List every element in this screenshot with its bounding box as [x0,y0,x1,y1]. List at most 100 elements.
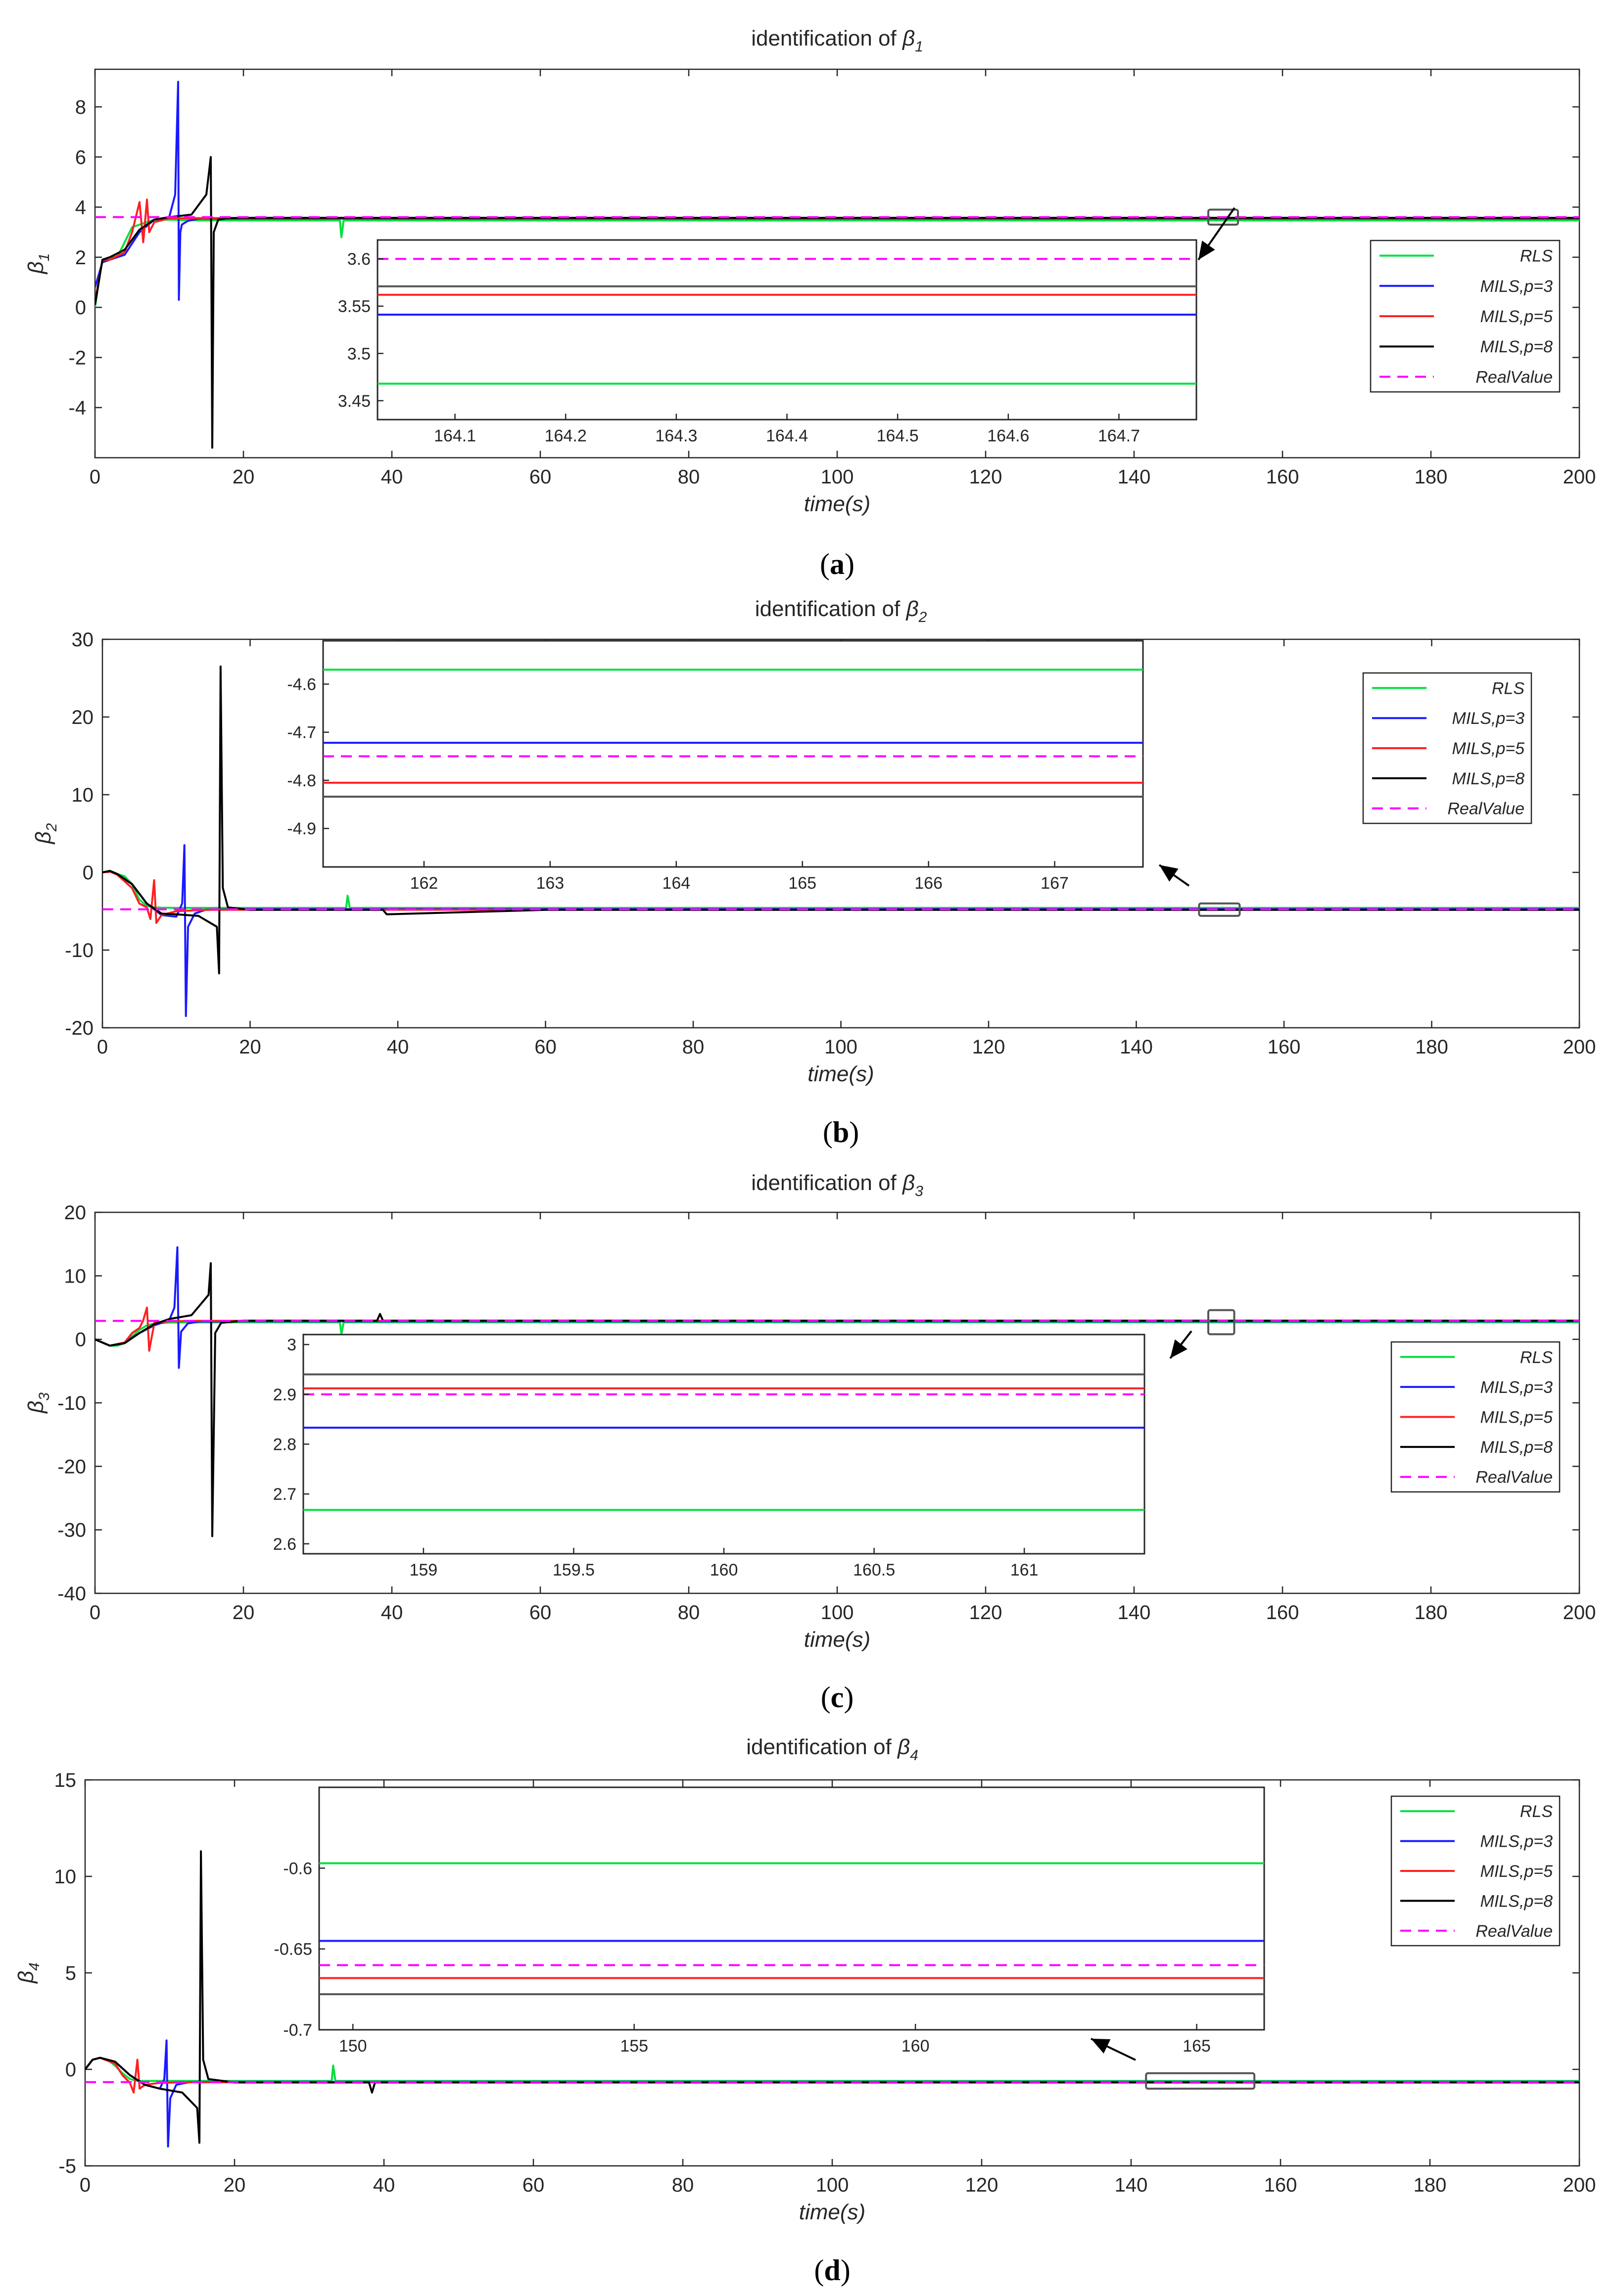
y-axis-label: β4 [14,1962,43,1984]
x-tick-label: 140 [1115,2174,1148,2196]
x-tick-label: 80 [678,466,700,488]
legend-label-mils-p-5: MILS,p=5 [1452,739,1525,758]
zoom-arrow-head [1091,2039,1111,2054]
y-tick-label: 10 [72,784,94,806]
legend-label-mils-p-5: MILS,p=5 [1480,307,1553,326]
inset-y-tick-label: 3.55 [338,297,371,316]
x-tick-label: 20 [233,1602,255,1624]
x-tick-label: 160 [1266,1602,1299,1624]
zoom-region-box [1207,1309,1235,1336]
y-tick-label: 10 [64,1265,87,1287]
legend-label-rls: RLS [1492,679,1524,698]
x-tick-label: 60 [529,1602,552,1624]
x-tick-label: 20 [239,1036,261,1058]
y-tick-label: 10 [54,1866,77,1888]
x-tick-label: 180 [1415,466,1448,488]
inset-plot-area [377,239,1197,421]
x-tick-label: 120 [965,2174,998,2196]
legend-label-rls: RLS [1520,1348,1553,1367]
inset-x-tick-label: 161 [1010,1561,1039,1579]
y-tick-label: -40 [57,1583,86,1605]
zoom-arrow-head [1198,240,1215,260]
y-tick-label: 20 [72,707,94,728]
inset-x-tick-label: 150 [339,2037,367,2056]
legend-label-mils-p-3: MILS,p=3 [1480,1832,1553,1851]
panel-a: identification of β10 20 40 60 80 100 120 140 16… [24,26,1596,580]
x-tick-label: 100 [824,1036,857,1058]
series-line-rls [102,869,1579,909]
x-tick-label: 160 [1268,1036,1301,1058]
inset-x-tick-label: 160 [710,1561,738,1579]
x-tick-label: 0 [90,1602,100,1624]
legend-label-realvalue: RealValue [1475,1922,1553,1941]
x-tick-label: 100 [821,466,854,488]
legend-label-mils-p-5: MILS,p=5 [1480,1408,1553,1427]
x-tick-label: 60 [522,2174,545,2196]
legend-label-mils-p-8: MILS,p=8 [1480,1438,1553,1457]
y-tick-label: 8 [75,96,86,118]
x-tick-label: 80 [682,1036,705,1058]
y-tick-label: 20 [64,1202,87,1224]
inset-x-tick-label: 167 [1041,874,1069,893]
x-tick-label: 60 [529,466,552,488]
inset-x-tick-label: 164.1 [434,427,476,445]
legend-label-realvalue: RealValue [1447,800,1524,818]
inset-y-tick-label: -0.65 [274,1940,313,1959]
y-tick-label: 15 [54,1770,77,1791]
x-tick-label: 120 [969,466,1002,488]
series-line-rls [95,1321,1579,1347]
chart-title: identification of β3 [751,1171,923,1199]
legend-label-mils-p-5: MILS,p=5 [1480,1862,1553,1881]
panel-d: identification of β40 20 40 60 80 100 120 140 16… [14,1735,1596,2287]
inset-y-tick-label: -0.7 [283,2021,312,2040]
y-tick-label: 2 [75,247,86,269]
x-tick-label: 20 [233,466,255,488]
inset-x-tick-label: 164.4 [766,427,808,445]
x-tick-label: 140 [1120,1036,1153,1058]
panel-caption: (a) [820,548,855,580]
inset-x-tick-label: 163 [536,874,564,893]
y-axis-label: β3 [24,1392,52,1414]
inset-x-tick-label: 159 [409,1561,437,1579]
inset-x-tick-label: 162 [410,874,438,893]
y-tick-label: 0 [75,1329,86,1351]
panel-caption: (d) [814,2254,850,2287]
zoom-arrow-head [1159,865,1179,882]
y-tick-label: -10 [57,1392,86,1414]
x-tick-label: 100 [816,2174,849,2196]
x-tick-label: 140 [1118,466,1151,488]
inset-x-tick-label: 164.5 [877,427,919,445]
y-tick-label: 30 [72,629,94,651]
inset-x-tick-label: 160 [902,2037,930,2056]
y-tick-label: 0 [65,2059,76,2081]
legend-label-realvalue: RealValue [1475,1468,1553,1487]
inset-y-tick-label: 3.45 [338,392,371,411]
panel-caption: (c) [821,1681,854,1714]
inset-x-tick-label: 159.5 [553,1561,595,1579]
y-tick-label: -5 [58,2155,76,2177]
x-tick-label: 0 [90,466,100,488]
inset-x-tick-label: 165 [1183,2037,1211,2056]
x-tick-label: 180 [1414,2174,1447,2196]
x-axis-label: time(s) [804,1627,870,1652]
inset-x-tick-label: 164 [662,874,690,893]
inset-x-tick-label: 164.7 [1098,427,1140,445]
series-line-mils-p-8 [102,665,1579,975]
y-tick-label: -30 [57,1520,86,1541]
x-tick-label: 160 [1266,466,1299,488]
legend-label-mils-p-3: MILS,p=3 [1480,277,1553,296]
inset-y-tick-label: 3.6 [347,250,371,269]
y-axis-label: β1 [24,253,52,275]
inset-y-tick-label: 2.9 [273,1386,296,1404]
legend-label-rls: RLS [1520,247,1553,266]
inset-x-tick-label: 164.2 [545,427,587,445]
inset-x-tick-label: 155 [620,2037,648,2056]
inset-y-tick-label: 3 [287,1336,296,1354]
x-tick-label: 0 [80,2174,91,2196]
x-axis-label: time(s) [799,2200,865,2224]
zoom-arrow-head [1170,1339,1188,1358]
legend-label-mils-p-8: MILS,p=8 [1480,1892,1553,1911]
x-tick-label: 120 [969,1602,1002,1624]
x-axis-label: time(s) [804,492,870,516]
panel-caption: (b) [823,1116,859,1148]
